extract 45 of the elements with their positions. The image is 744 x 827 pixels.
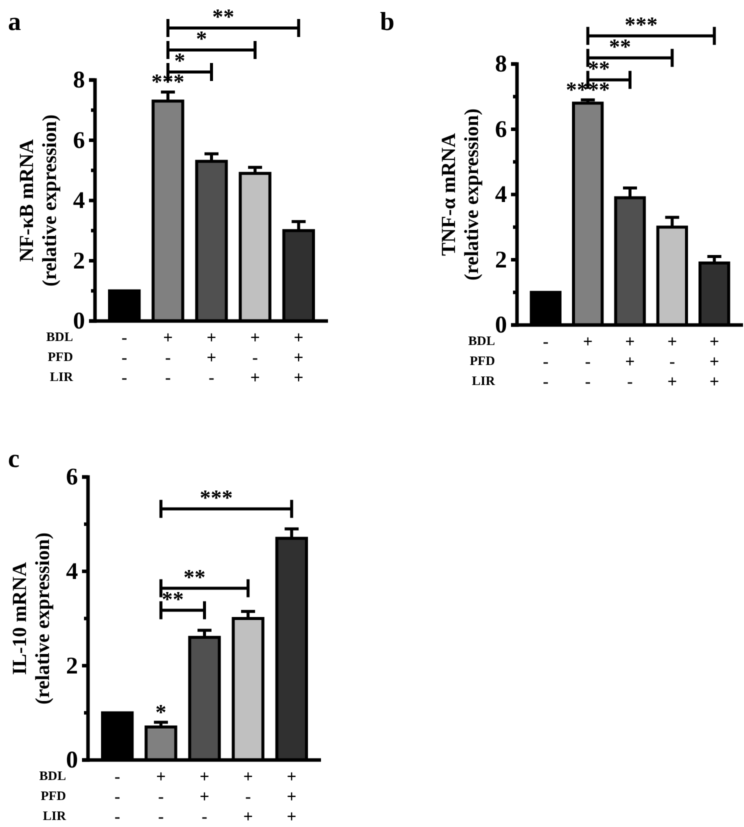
- y-axis-title: IL-10 mRNA (relative expression): [9, 532, 54, 705]
- y-tick-label: 0: [495, 312, 507, 339]
- x-tick-label: + + -: [206, 328, 216, 387]
- y-tick-label: 8: [73, 68, 85, 94]
- text: *: [174, 48, 186, 74]
- x-tick-label: - - -: [114, 767, 121, 826]
- annotation: *: [155, 699, 166, 724]
- x-tick-label: + - -: [156, 767, 166, 826]
- y-tick-label: 2: [495, 247, 507, 274]
- x-tick-label: + + -: [625, 332, 635, 391]
- chart-title: c: [8, 444, 20, 473]
- x-tick-label: + - +: [250, 328, 260, 387]
- y-tick-label: 4: [73, 188, 85, 214]
- chart-title: a: [8, 7, 21, 36]
- x-tick-label: + - -: [582, 332, 593, 391]
- y-axis-title: TNF-α mRNA (relative expression): [438, 108, 483, 281]
- y-axis-title: NF-κB mRNA (relative expression): [16, 114, 61, 287]
- x-tick-label: + + +: [286, 767, 296, 826]
- annotation: ***: [200, 484, 233, 510]
- y-tick-label: 0: [73, 308, 85, 335]
- annotation: **: [184, 564, 206, 590]
- chart-title: b: [380, 7, 394, 36]
- annotation: **: [162, 586, 184, 612]
- y-tick-label: 2: [66, 653, 78, 680]
- x-axis-title: BDL PFD LIR: [46, 329, 74, 384]
- x-tick-label: + + +: [709, 332, 720, 391]
- y-tick-label: 6: [73, 128, 85, 154]
- y-tick-label: 4: [495, 182, 507, 208]
- y-tick-label: 6: [66, 464, 78, 491]
- text: *: [196, 26, 207, 52]
- text: **: [212, 4, 234, 30]
- x-tick-label: + + -: [200, 767, 210, 826]
- x-tick-label: + - +: [243, 767, 253, 826]
- x-tick-label: + - +: [667, 332, 678, 391]
- y-tick-label: 8: [495, 52, 507, 78]
- y-tick-label: 4: [66, 559, 78, 586]
- y-tick-label: 0: [66, 748, 78, 774]
- x-tick-label: + + +: [294, 328, 304, 387]
- x-axis-title: BDL PFD LIR: [39, 768, 67, 823]
- x-axis-title: BDL PFD LIR: [468, 333, 496, 388]
- x-tick-label: + - -: [163, 328, 173, 387]
- y-tick-label: 6: [495, 116, 507, 143]
- x-tick-label: - - -: [542, 332, 549, 391]
- y-tick-label: 2: [73, 248, 85, 274]
- x-tick-label: - - -: [122, 328, 128, 387]
